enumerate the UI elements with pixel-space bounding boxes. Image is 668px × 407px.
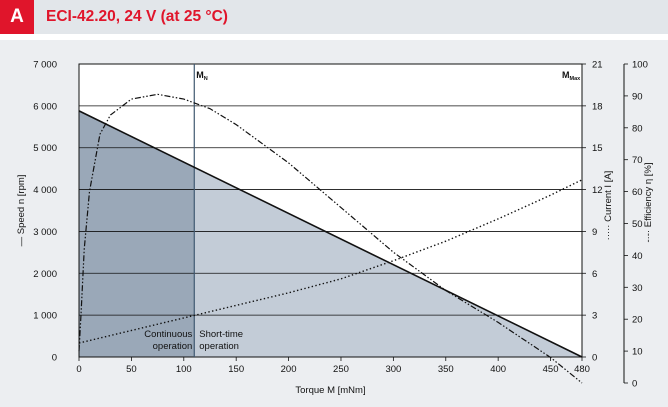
y-speed-tick-label: 5 000 — [33, 143, 57, 154]
x-tick-label: 50 — [126, 364, 137, 375]
marker-label-n: MN — [196, 70, 208, 82]
y-efficiency-tick-label: 50 — [632, 219, 643, 230]
series-speed-line — [78, 110, 583, 358]
y-current-tick-label: 0 — [592, 353, 597, 364]
y-efficiency-tick-label: 10 — [632, 347, 643, 358]
x-tick-label: 300 — [385, 364, 401, 375]
panel-badge: A — [0, 0, 34, 34]
y-current-tick-label: 18 — [592, 101, 603, 112]
y-efficiency-tick-label: 100 — [632, 60, 648, 71]
y-efficiency-tick-label: 30 — [632, 283, 643, 294]
y-efficiency-tick-label: 20 — [632, 315, 643, 326]
x-axis-title: Torque M [mNm] — [295, 385, 365, 396]
y-current-tick-label: 15 — [592, 143, 603, 154]
y-speed-tick-label: 4 000 — [33, 185, 57, 196]
y-efficiency-tick-label: 40 — [632, 251, 643, 262]
operating-region-continuous — [79, 110, 195, 357]
y-current-tick-label: 12 — [592, 185, 603, 196]
y-efficiency-tick-label: 60 — [632, 187, 643, 198]
x-tick-label: 480 — [574, 364, 590, 375]
series-efficiency-line — [78, 93, 583, 384]
y-current-axis-title: ····· Current I [A] — [603, 171, 614, 241]
x-tick-label: 350 — [438, 364, 454, 375]
y-speed-axis-title: — Speed n [rpm] — [16, 175, 27, 247]
x-tick-label: 450 — [543, 364, 559, 375]
y-current-tick-label: 6 — [592, 269, 597, 280]
series-current-line — [78, 179, 583, 344]
y-current-tick-label: 3 — [592, 311, 597, 322]
y-current-tick-label: 21 — [592, 60, 603, 71]
figure-header: A ECI-42.20, 24 V (at 25 °C) — [0, 0, 668, 34]
y-speed-tick-label: 0 — [52, 353, 57, 364]
x-tick-label: 0 — [76, 364, 81, 375]
y-efficiency-tick-label: 70 — [632, 155, 643, 166]
y-efficiency-tick-label: 0 — [632, 379, 637, 390]
y-speed-tick-label: 1 000 — [33, 311, 57, 322]
x-tick-label: 250 — [333, 364, 349, 375]
x-tick-label: 100 — [176, 364, 192, 375]
region-label-short-time: Short-time — [199, 329, 243, 340]
region-label-continuous: operation — [153, 341, 193, 352]
y-speed-tick-label: 3 000 — [33, 227, 57, 238]
y-current-tick-label: 9 — [592, 227, 597, 238]
x-tick-label: 400 — [490, 364, 506, 375]
x-tick-label: 200 — [281, 364, 297, 375]
y-efficiency-tick-label: 80 — [632, 123, 643, 134]
y-speed-tick-label: 6 000 — [33, 101, 57, 112]
x-tick-label: 150 — [228, 364, 244, 375]
y-efficiency-axis-title: -·-· Efficiency η [%] — [643, 162, 654, 242]
region-label-short-time: operation — [199, 341, 239, 352]
figure-title: ECI-42.20, 24 V (at 25 °C) — [46, 8, 228, 25]
region-label-continuous: Continuous — [144, 329, 192, 340]
y-efficiency-tick-label: 90 — [632, 91, 643, 102]
marker-label-max: MMax — [562, 70, 581, 82]
y-speed-tick-label: 7 000 — [33, 60, 57, 71]
plot-frame — [78, 63, 583, 358]
y-speed-tick-label: 2 000 — [33, 269, 57, 280]
